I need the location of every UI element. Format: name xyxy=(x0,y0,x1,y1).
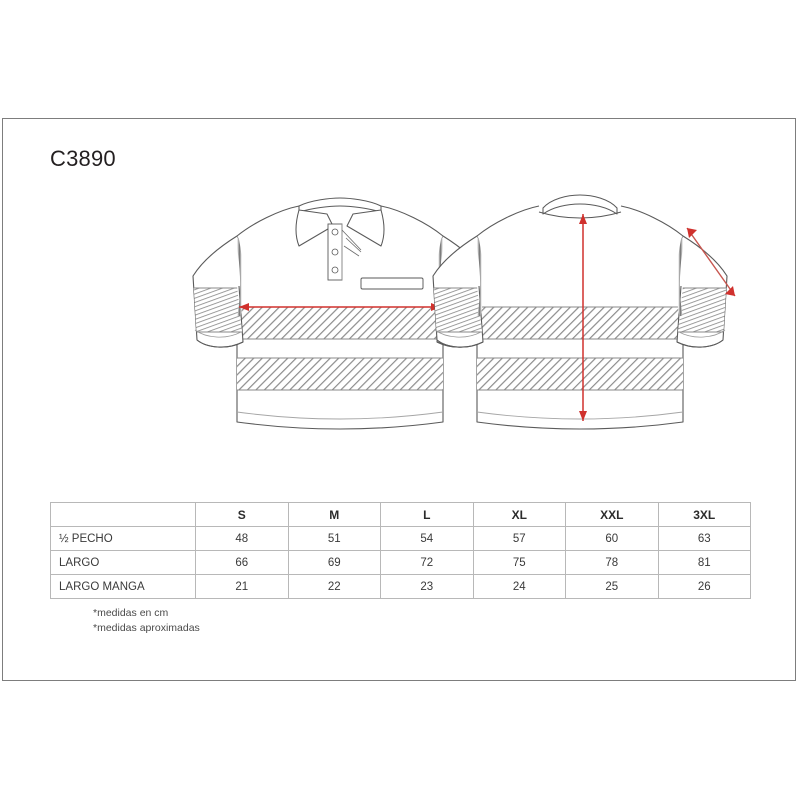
size-header-s: S xyxy=(195,502,289,527)
measurement-label-chest: ½ PECHO xyxy=(50,526,196,551)
polo-collar-front xyxy=(295,197,385,247)
front-hem-line xyxy=(236,411,444,420)
back-left-armhole-shade xyxy=(475,237,484,317)
cell-chest-3xl: 63 xyxy=(657,526,751,551)
cell-sleeve-3xl: 26 xyxy=(657,574,751,599)
garment-illustrations xyxy=(40,190,760,475)
table-row: LARGO 66 69 72 75 78 81 xyxy=(50,550,751,575)
sleeve-length-arrow xyxy=(686,227,736,297)
cell-chest-m: 51 xyxy=(287,526,381,551)
table-header-row: S M L XL XXL 3XL xyxy=(50,502,751,527)
size-header-m: M xyxy=(287,502,381,527)
cell-sleeve-m: 22 xyxy=(287,574,381,599)
cell-sleeve-s: 21 xyxy=(195,574,289,599)
button-placket-front xyxy=(327,223,362,281)
length-arrow xyxy=(579,214,587,421)
size-measurement-table: S M L XL XXL 3XL ½ PECHO 48 51 54 57 60 … xyxy=(50,502,751,599)
front-left-armhole-shade xyxy=(235,237,244,317)
size-header-xl: XL xyxy=(472,502,566,527)
cell-length-s: 66 xyxy=(195,550,289,575)
table-corner-cell xyxy=(50,502,196,527)
cell-chest-xl: 57 xyxy=(472,526,566,551)
cell-length-3xl: 81 xyxy=(657,550,751,575)
chest-pocket xyxy=(360,277,424,290)
button-2 xyxy=(331,248,339,256)
size-header-xxl: XXL xyxy=(565,502,659,527)
size-header-l: L xyxy=(380,502,474,527)
measurement-label-sleeve: LARGO MANGA xyxy=(50,574,196,599)
cell-sleeve-l: 23 xyxy=(380,574,474,599)
table-row: ½ PECHO 48 51 54 57 60 63 xyxy=(50,526,751,551)
size-header-3xl: 3XL xyxy=(657,502,751,527)
cell-length-xl: 75 xyxy=(472,550,566,575)
footnotes: *medidas en cm *medidas aproximadas xyxy=(93,606,200,636)
footnote-units: *medidas en cm xyxy=(93,607,169,619)
table-row: LARGO MANGA 21 22 23 24 25 26 xyxy=(50,574,751,599)
back-yoke-seam xyxy=(538,211,622,219)
back-hem-line xyxy=(476,411,684,420)
cell-sleeve-xl: 24 xyxy=(472,574,566,599)
back-right-sleeve xyxy=(676,235,728,348)
placket-fold xyxy=(341,229,362,257)
back-right-armhole-shade xyxy=(676,237,685,317)
cell-chest-l: 54 xyxy=(380,526,474,551)
button-1 xyxy=(331,228,339,236)
cell-sleeve-xxl: 25 xyxy=(565,574,659,599)
button-3 xyxy=(331,266,339,274)
polo-collar-back xyxy=(542,194,618,215)
front-left-sleeve xyxy=(192,235,244,348)
cell-length-xxl: 78 xyxy=(565,550,659,575)
back-left-sleeve xyxy=(432,235,484,348)
measurement-label-length: LARGO xyxy=(50,550,196,575)
cell-chest-s: 48 xyxy=(195,526,289,551)
cell-chest-xxl: 60 xyxy=(565,526,659,551)
cell-length-l: 72 xyxy=(380,550,474,575)
cell-length-m: 69 xyxy=(287,550,381,575)
garment-back-view xyxy=(415,190,745,475)
footnote-approx: *medidas aproximadas xyxy=(93,622,200,635)
page-title: C3890 xyxy=(50,146,116,171)
